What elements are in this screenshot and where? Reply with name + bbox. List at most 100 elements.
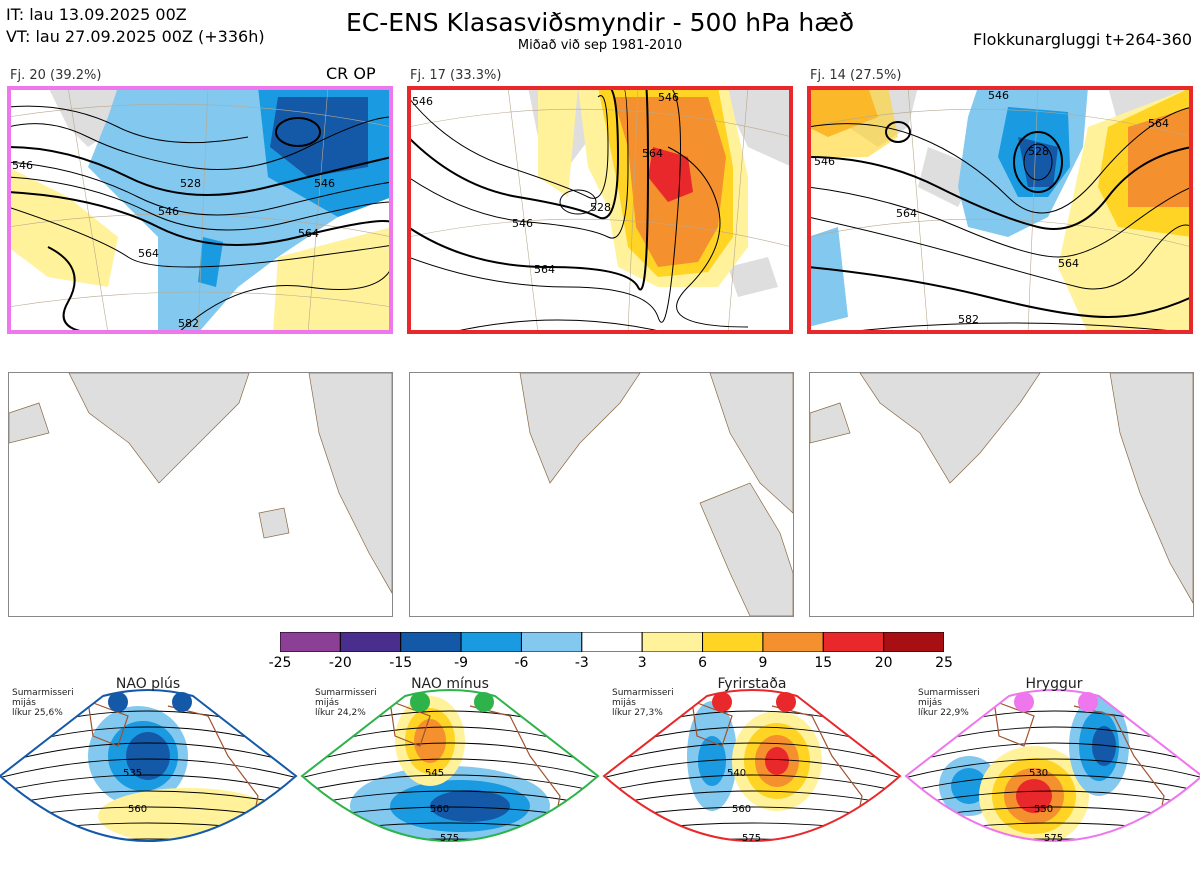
cluster-1-frame bbox=[7, 86, 393, 334]
colorbar-segment bbox=[762, 631, 824, 653]
colorbar-tick-label: -9 bbox=[454, 655, 469, 671]
graticule bbox=[408, 87, 792, 333]
colorbar-tick-label: -20 bbox=[328, 655, 352, 671]
height-contour bbox=[906, 790, 1200, 807]
init-time: IT: lau 13.09.2025 00Z bbox=[6, 5, 187, 24]
colorbar-tick-label: 15 bbox=[814, 655, 833, 671]
height-contour bbox=[0, 774, 296, 793]
height-contour bbox=[906, 838, 1200, 841]
cluster-map-1: 546 528 546 564 546 564 582 bbox=[8, 87, 392, 333]
header-left: IT: lau 13.09.2025 00Z VT: lau 27.09.202… bbox=[6, 4, 265, 48]
height-contour bbox=[302, 838, 598, 841]
anomaly-blob bbox=[1018, 850, 1050, 862]
regime-contour-label: 560 bbox=[732, 804, 751, 815]
colorbar-segment bbox=[822, 631, 885, 653]
empty-map-1 bbox=[8, 372, 393, 617]
anomaly-blob bbox=[765, 747, 789, 775]
regime-marker bbox=[776, 692, 796, 712]
height-contour bbox=[0, 838, 296, 841]
colorbar-tick-label: 9 bbox=[758, 655, 768, 671]
cluster-2-label: Fj. 17 (33.3%) bbox=[410, 68, 502, 83]
colorbar-segment bbox=[883, 631, 945, 653]
regime-outline bbox=[904, 689, 1200, 842]
regime-marker bbox=[1014, 692, 1034, 712]
contour-label: 564 bbox=[534, 263, 555, 276]
regime-2-title: NAO mínus bbox=[411, 676, 489, 692]
regime-marker bbox=[410, 692, 430, 712]
cluster-3-label: Fj. 14 (27.5%) bbox=[810, 68, 902, 83]
anomaly-fills bbox=[408, 87, 748, 333]
colorbar-tick-label: 20 bbox=[874, 655, 893, 671]
colorbar-tick-label: -25 bbox=[268, 655, 292, 671]
height-contour bbox=[602, 855, 902, 862]
height-contours bbox=[408, 87, 749, 333]
regime-marker bbox=[108, 692, 128, 712]
colorbar-segment bbox=[702, 631, 764, 653]
colorbar-segment bbox=[641, 631, 704, 653]
colorbar-segment bbox=[279, 631, 341, 653]
regime-contour-label: 560 bbox=[128, 804, 147, 815]
height-contours bbox=[808, 106, 1192, 333]
regime-contour-label: 535 bbox=[123, 768, 142, 779]
height-contour bbox=[906, 758, 1200, 779]
regime-marker bbox=[474, 692, 494, 712]
regime-2-info: Sumarmisseri mijás líkur 24,2% bbox=[315, 688, 377, 718]
colorbar-tick-label: 6 bbox=[698, 655, 707, 671]
regime-contour-label: 530 bbox=[1029, 768, 1048, 779]
height-contour bbox=[302, 758, 598, 779]
anomaly-blob bbox=[414, 719, 446, 763]
anomaly-blob bbox=[698, 736, 726, 786]
contour-label: 582 bbox=[958, 313, 979, 326]
regime-outline bbox=[602, 689, 902, 842]
colorbar-segment bbox=[520, 631, 583, 653]
contour-label: 564 bbox=[138, 247, 159, 260]
contour-label: 546 bbox=[12, 159, 33, 172]
contour-label: 546 bbox=[412, 95, 433, 108]
colorbar-tick-label: -3 bbox=[574, 655, 589, 671]
anomaly-blob bbox=[126, 732, 170, 780]
graticule bbox=[808, 87, 1192, 333]
regime-info-line: mijás bbox=[12, 698, 36, 708]
contour-label: 564 bbox=[642, 147, 663, 160]
regime-info-line: Sumarmisseri bbox=[315, 688, 377, 698]
regime-info-line: Sumarmisseri bbox=[918, 688, 980, 698]
chart-title: EC-ENS Klasasviðsmyndir - 500 hPa hæð bbox=[345, 8, 855, 37]
colorbar-segment bbox=[339, 631, 402, 653]
height-contour bbox=[0, 790, 296, 807]
anomaly-fills bbox=[808, 87, 1192, 333]
regime-1-title: NAO plús bbox=[115, 676, 181, 692]
regime-contour-label: 575 bbox=[1044, 833, 1063, 844]
regime-info-line: líkur 27,3% bbox=[612, 708, 663, 718]
regime-info-line: líkur 25,6% bbox=[12, 708, 63, 718]
regime-outline bbox=[0, 689, 298, 842]
height-contour bbox=[604, 742, 900, 765]
height-contour bbox=[906, 742, 1200, 765]
cluster-2-frame bbox=[407, 86, 793, 334]
colorbar-tick-label: 25 bbox=[935, 655, 953, 671]
contour-label: 564 bbox=[1148, 117, 1169, 130]
height-contour bbox=[302, 742, 598, 765]
height-contour bbox=[300, 855, 600, 862]
regime-1-info: Sumarmisseri mijás líkur 25,6% bbox=[12, 688, 74, 718]
cluster-map-3: 546 528 564 564 564 546 582 bbox=[808, 87, 1192, 333]
regime-contour-label: 540 bbox=[727, 768, 746, 779]
contour-label: 546 bbox=[988, 89, 1009, 102]
height-contour bbox=[604, 774, 900, 793]
regime-info-line: Sumarmisseri bbox=[612, 688, 674, 698]
contour-label: 546 bbox=[658, 91, 679, 104]
regime-row: 535 560 545 560 575 540 560 575 530 550 575 bbox=[0, 676, 1200, 871]
height-contours bbox=[8, 105, 392, 333]
valid-time: VT: lau 27.09.2025 00Z (+336h) bbox=[6, 27, 265, 46]
colorbar bbox=[279, 631, 945, 653]
regime-3-info: Sumarmisseri mijás líkur 27,3% bbox=[612, 688, 674, 718]
land-outline bbox=[9, 373, 392, 594]
height-contour bbox=[0, 742, 296, 765]
anomaly-blob bbox=[1092, 726, 1116, 766]
height-contour bbox=[906, 774, 1200, 793]
regime-info-line: mijás bbox=[612, 698, 636, 708]
regime-marker bbox=[1078, 692, 1098, 712]
contour-label: 546 bbox=[158, 205, 179, 218]
colorbar-tick-label: 3 bbox=[637, 655, 647, 671]
contour-label: 528 bbox=[590, 201, 611, 214]
regime-info-line: líkur 24,2% bbox=[315, 708, 366, 718]
